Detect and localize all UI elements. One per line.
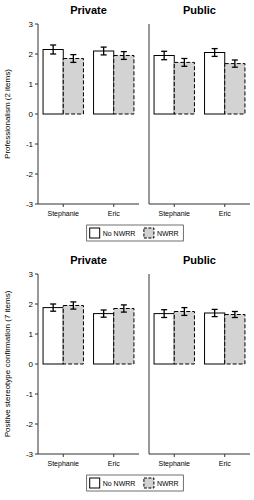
- error-bar: [70, 302, 76, 309]
- x-axis-line: [38, 454, 139, 455]
- error-bar: [70, 55, 76, 63]
- error-bar: [212, 49, 218, 57]
- error-bar: [181, 308, 187, 316]
- error-bar: [50, 304, 56, 311]
- y-axis-line: [38, 274, 39, 454]
- bar: [43, 308, 63, 364]
- bar: [154, 56, 174, 115]
- facet-title: Private: [70, 4, 107, 16]
- y-tick-label: 1: [29, 330, 34, 339]
- legend-label: NWRR: [157, 480, 179, 487]
- x-tick: [63, 454, 64, 457]
- legend-swatch: [90, 478, 100, 488]
- y-axis-line: [149, 24, 150, 204]
- error-bar: [161, 310, 167, 318]
- x-tick-label: Stephanie: [158, 460, 190, 468]
- x-tick: [63, 204, 64, 207]
- bar: [63, 59, 83, 115]
- bar: [94, 314, 114, 364]
- y-tick-label: 3: [29, 20, 34, 29]
- bar: [154, 314, 174, 364]
- error-bar: [181, 59, 187, 67]
- bar: [114, 309, 134, 365]
- y-tick-label: 1: [29, 80, 34, 89]
- bar: [174, 62, 194, 114]
- bar: [205, 53, 225, 115]
- x-tick: [174, 204, 175, 207]
- bar: [174, 312, 194, 365]
- bar: [63, 306, 83, 365]
- facet-title: Private: [70, 254, 107, 266]
- error-bar: [50, 45, 56, 54]
- x-tick-label: Eric: [219, 210, 232, 217]
- legend-box: [87, 475, 184, 491]
- error-bar: [101, 310, 107, 317]
- error-bar: [212, 309, 218, 316]
- y-axis-label: Professionalism (2 items): [3, 69, 12, 159]
- x-axis-line: [38, 204, 139, 205]
- legend-label: No NWRR: [103, 480, 136, 487]
- y-tick-label: -2: [26, 170, 34, 179]
- plot-area: [43, 302, 134, 364]
- legend-swatch: [90, 228, 100, 238]
- bar: [94, 51, 114, 114]
- x-tick-label: Eric: [219, 460, 232, 467]
- y-tick-label: 0: [29, 110, 34, 119]
- y-axis-label: Positive stereotype confirmation (7 item…: [3, 290, 12, 437]
- y-tick-label: -2: [26, 420, 34, 429]
- error-bar: [101, 47, 107, 55]
- bar: [43, 50, 63, 115]
- y-tick-label: -1: [26, 140, 34, 149]
- bar: [205, 313, 225, 364]
- chart: Positive stereotype confirmation (7 item…: [0, 250, 254, 500]
- error-bar: [232, 312, 238, 318]
- legend-box: [87, 225, 184, 241]
- x-axis-line: [149, 204, 250, 205]
- y-tick-label: -3: [26, 450, 34, 459]
- x-axis-line: [149, 454, 250, 455]
- error-bar: [121, 305, 127, 312]
- chart: Professionalism (2 items) -3 -2 -1 0 1 2 3 Priva…: [0, 0, 254, 250]
- y-axis-line: [38, 24, 39, 204]
- y-axis-line: [149, 274, 150, 454]
- error-bar: [161, 51, 167, 59]
- plot-area: [154, 49, 245, 114]
- plot-area: [43, 45, 134, 114]
- y-tick-label: -3: [26, 200, 34, 209]
- facet-title: Public: [183, 254, 216, 266]
- bar: [225, 315, 245, 365]
- y-tick-label: -1: [26, 390, 34, 399]
- x-tick: [174, 454, 175, 457]
- plot-area: [154, 308, 245, 364]
- x-tick: [224, 454, 225, 457]
- error-bar: [121, 52, 127, 60]
- y-tick-label: 2: [29, 300, 34, 309]
- bar: [225, 64, 245, 114]
- x-tick: [113, 204, 114, 207]
- error-bar: [232, 60, 238, 67]
- y-tick-label: 2: [29, 50, 34, 59]
- legend-swatch: [144, 228, 154, 238]
- y-tick-label: 3: [29, 270, 34, 279]
- x-tick-label: Eric: [108, 210, 121, 217]
- legend-label: NWRR: [157, 230, 179, 237]
- legend-label: No NWRR: [103, 230, 136, 237]
- facet-title: Public: [183, 4, 216, 16]
- x-tick-label: Stephanie: [47, 460, 79, 468]
- x-tick-label: Stephanie: [158, 210, 190, 218]
- x-tick-label: Stephanie: [47, 210, 79, 218]
- x-tick: [224, 204, 225, 207]
- x-tick: [113, 454, 114, 457]
- x-tick-label: Eric: [108, 460, 121, 467]
- legend-swatch: [144, 478, 154, 488]
- bar: [114, 56, 134, 115]
- y-tick-label: 0: [29, 360, 34, 369]
